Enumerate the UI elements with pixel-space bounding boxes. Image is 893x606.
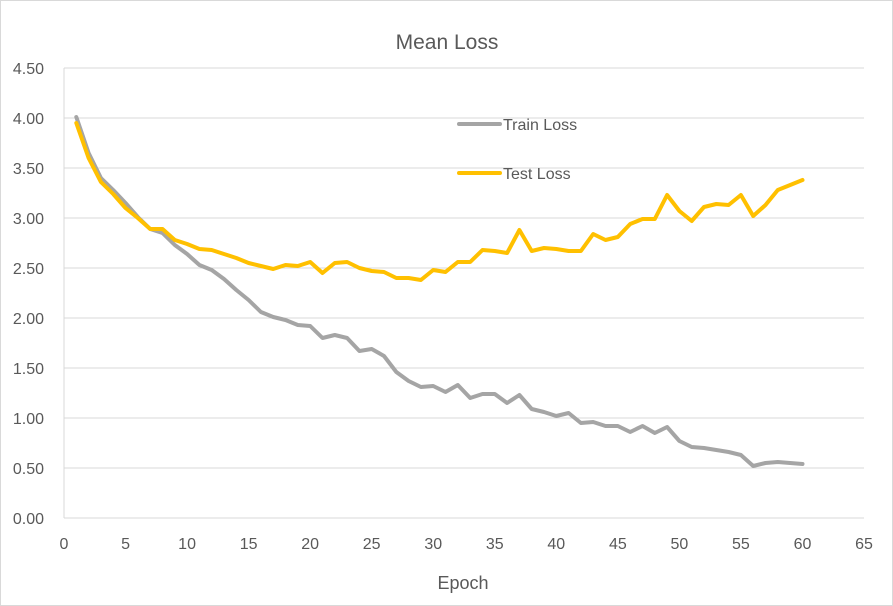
legend: Train Loss Test Loss bbox=[457, 117, 577, 183]
legend-label: Train Loss bbox=[503, 117, 577, 134]
legend-item: Test Loss bbox=[457, 166, 571, 183]
y-tick-label: 4.50 bbox=[13, 61, 44, 78]
x-tick-label: 35 bbox=[486, 536, 504, 553]
x-tick-label: 15 bbox=[240, 536, 258, 553]
y-tick-label: 1.00 bbox=[13, 411, 44, 428]
series-line-train-loss bbox=[74, 115, 805, 468]
x-tick-label: 0 bbox=[60, 536, 69, 553]
x-tick-label: 20 bbox=[301, 536, 319, 553]
series-lines bbox=[74, 115, 805, 468]
x-tick-label: 60 bbox=[794, 536, 812, 553]
x-axis-ticks: 0 5 10 15 20 25 30 35 40 45 50 55 60 65 bbox=[60, 536, 873, 553]
x-tick-label: 55 bbox=[732, 536, 750, 553]
legend-label: Test Loss bbox=[503, 166, 571, 183]
y-tick-label: 1.50 bbox=[13, 361, 44, 378]
x-tick-label: 65 bbox=[855, 536, 873, 553]
chart-title: Mean Loss bbox=[396, 31, 499, 54]
y-tick-label: 4.00 bbox=[13, 111, 44, 128]
x-tick-label: 25 bbox=[363, 536, 381, 553]
y-tick-label: 3.50 bbox=[13, 161, 44, 178]
x-tick-label: 50 bbox=[670, 536, 688, 553]
y-tick-label: 2.50 bbox=[13, 261, 44, 278]
y-tick-label: 0.00 bbox=[13, 511, 44, 528]
x-tick-label: 40 bbox=[547, 536, 565, 553]
x-tick-label: 10 bbox=[178, 536, 196, 553]
y-tick-label: 0.50 bbox=[13, 461, 44, 478]
y-axis-ticks: 0.00 0.50 1.00 1.50 2.00 2.50 3.00 3.50 4.00 4.50 bbox=[13, 61, 44, 528]
series-line-test-loss bbox=[74, 121, 805, 282]
x-axis-label: Epoch bbox=[437, 573, 488, 593]
x-tick-label: 5 bbox=[121, 536, 130, 553]
x-tick-label: 45 bbox=[609, 536, 627, 553]
y-tick-label: 3.00 bbox=[13, 211, 44, 228]
x-tick-label: 30 bbox=[424, 536, 442, 553]
legend-item: Train Loss bbox=[457, 117, 577, 134]
gridlines bbox=[63, 67, 864, 519]
y-tick-label: 2.00 bbox=[13, 311, 44, 328]
